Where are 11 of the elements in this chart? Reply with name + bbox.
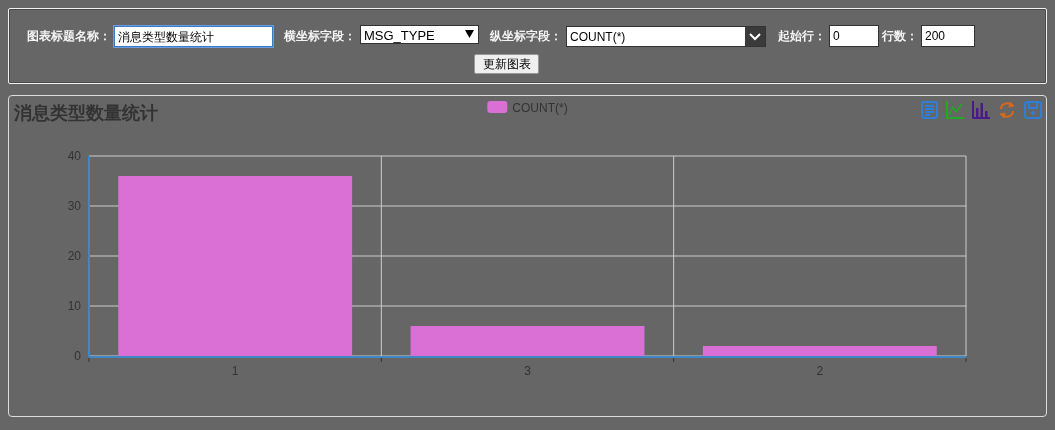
text-input: 0 bbox=[829, 25, 879, 47]
label: 起始行： bbox=[778, 29, 826, 43]
text-input: 消息类型数量统计 bbox=[114, 26, 273, 47]
select: MSG_TYPE bbox=[360, 25, 479, 44]
label: 纵坐标字段： bbox=[490, 29, 562, 43]
label: 横坐标字段： bbox=[284, 29, 356, 43]
text-input: 200 bbox=[921, 25, 975, 47]
label: 行数： bbox=[882, 29, 918, 43]
label: 图表标题名称： bbox=[27, 29, 111, 43]
button: 更新图表 bbox=[474, 54, 539, 74]
select: COUNT(*) bbox=[566, 26, 766, 47]
